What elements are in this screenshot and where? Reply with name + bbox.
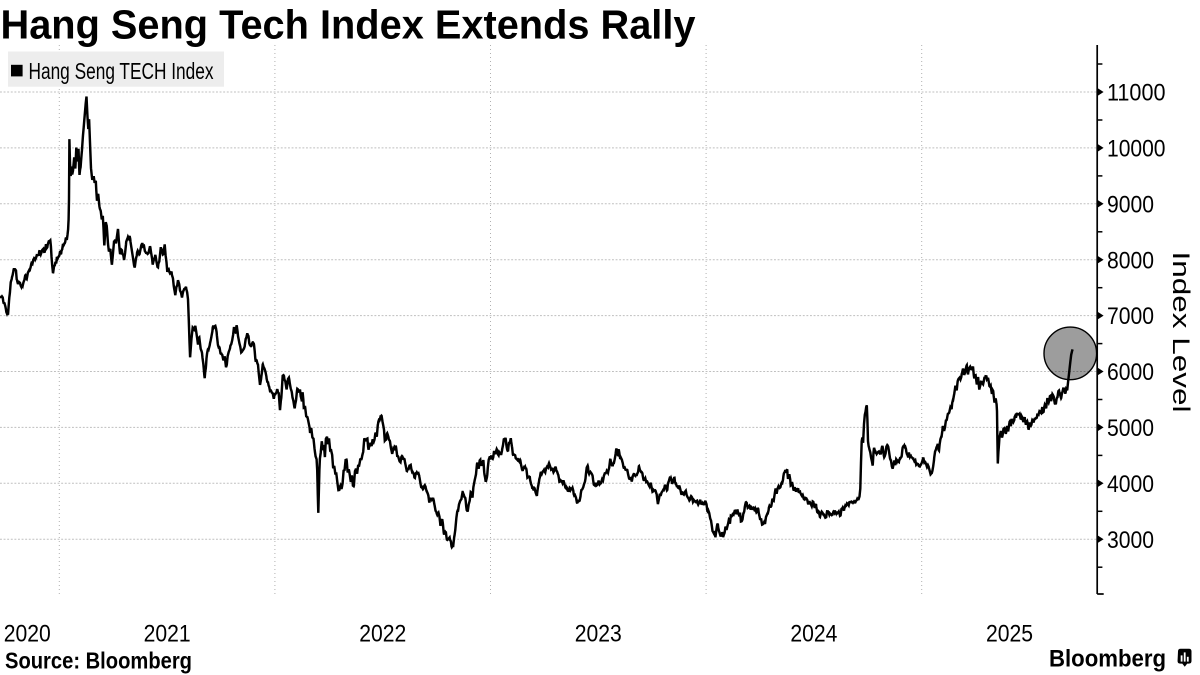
svg-text:9000: 9000 [1107,191,1154,218]
svg-text:8000: 8000 [1107,247,1154,274]
svg-text:Bloomberg: Bloomberg [1049,645,1166,672]
svg-text:7000: 7000 [1107,303,1154,330]
svg-text:Hang Seng Tech Index Extends R: Hang Seng Tech Index Extends Rally [1,2,696,48]
svg-text:3000: 3000 [1107,527,1154,554]
svg-text:Source: Bloomberg: Source: Bloomberg [5,648,192,674]
svg-text:5000: 5000 [1107,415,1154,442]
svg-text:6000: 6000 [1107,359,1154,386]
svg-text:2022: 2022 [359,621,406,648]
svg-text:2023: 2023 [575,621,622,648]
svg-text:11000: 11000 [1107,80,1166,107]
svg-text:10000: 10000 [1107,136,1166,163]
svg-text:2024: 2024 [790,621,837,648]
svg-text:2025: 2025 [986,621,1033,648]
svg-text:2021: 2021 [144,621,191,648]
svg-text:4000: 4000 [1107,471,1154,498]
svg-text:2020: 2020 [4,621,51,648]
svg-text:Index Level: Index Level [1167,252,1194,413]
svg-text:Hang Seng TECH Index: Hang Seng TECH Index [29,58,214,84]
